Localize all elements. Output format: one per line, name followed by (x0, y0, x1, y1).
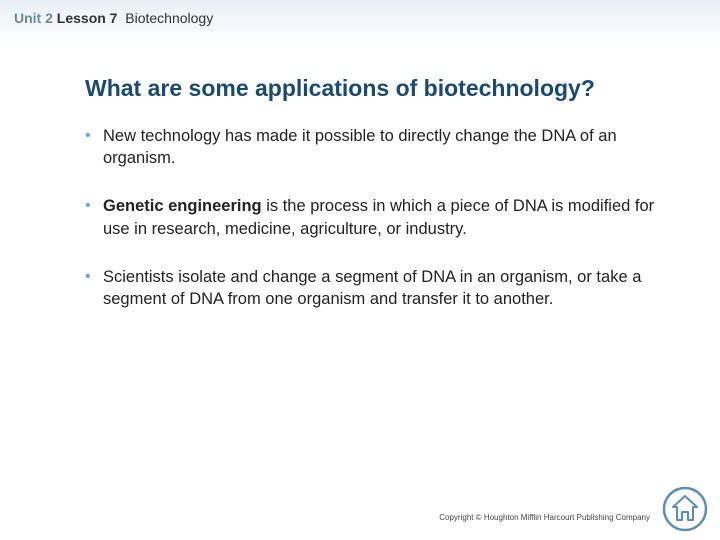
bullet-text-bold: Genetic engineering (103, 197, 262, 215)
topic-label: Biotechnology (125, 10, 213, 26)
bullet-text-pre: New technology has made it possible to d… (103, 127, 617, 167)
bullet-list: New technology has made it possible to d… (85, 125, 660, 311)
slide-content: What are some applications of biotechnol… (0, 44, 720, 310)
copyright-text: Copyright © Houghton Mifflin Harcourt Pu… (439, 513, 650, 522)
bullet-item: Genetic engineering is the process in wh… (85, 195, 660, 240)
bullet-item: New technology has made it possible to d… (85, 125, 660, 170)
header-line: Unit 2 Lesson 7 Biotechnology (14, 10, 706, 26)
bullet-text-pre: Scientists isolate and change a segment … (103, 268, 641, 308)
bullet-item: Scientists isolate and change a segment … (85, 266, 660, 311)
lesson-label: Lesson 7 (57, 10, 118, 26)
home-icon[interactable] (662, 486, 708, 532)
slide-header: Unit 2 Lesson 7 Biotechnology (0, 0, 720, 44)
slide-title: What are some applications of biotechnol… (85, 74, 660, 103)
unit-label: Unit 2 (14, 10, 53, 26)
